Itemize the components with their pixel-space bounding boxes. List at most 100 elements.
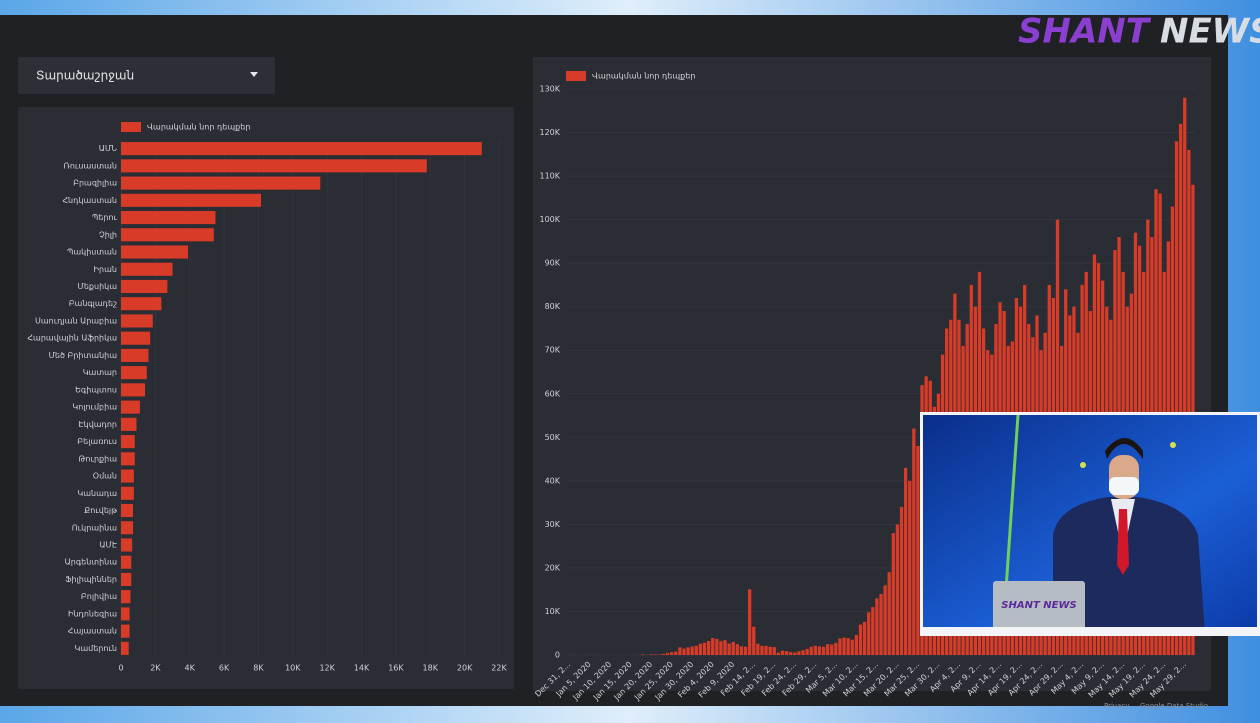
bar [846,638,850,655]
dropdown[interactable] [18,57,275,94]
bar [780,650,785,655]
bar [825,644,830,655]
bar [883,585,887,655]
y-tick-label: Չիլի [99,230,117,239]
presenter-video: SHANT NEWS [923,415,1257,633]
y-tick-label: Էկվադոր [79,420,118,429]
x-tick-label: 10K [285,664,301,673]
y-tick-label: Պերու [92,213,118,222]
chart-panel [18,107,514,689]
bar [813,645,817,655]
y-tick-label: Բելառուս [77,437,117,446]
dropdown-label[interactable]: Տարածաշրջան [36,69,134,83]
legend-swatch [121,122,141,132]
y-tick-label: 10K [545,607,561,616]
y-tick-label: 80K [545,302,561,311]
bar [891,533,895,655]
laptop [993,581,1085,633]
y-tick-label: 100K [539,215,560,224]
y-tick-label: 120K [539,128,560,137]
bar [121,262,173,276]
x-tick-label: 20K [457,664,473,673]
bar [858,624,863,655]
legend-label: Վարակման նոր դեպքեր [147,123,250,132]
y-tick-label: Ուկրաինա [72,523,117,532]
bar [121,142,482,156]
y-tick-label: Մեծ Բրիտանիա [49,351,118,360]
bar [665,653,670,655]
bar [834,642,838,655]
bar [723,640,727,655]
y-tick-label: ԱՄՆ [99,144,117,153]
y-tick-label: 60K [545,389,561,398]
bar [121,452,135,466]
video-inset: SHANT NEWS [920,412,1260,636]
y-tick-label: 70K [545,346,561,355]
y-tick-label: 0 [555,651,560,660]
bar [719,641,723,655]
y-tick-label: Պակիստան [67,248,117,257]
bar [862,621,867,655]
bar [690,646,694,655]
y-tick-label: 20K [545,563,561,572]
bar [743,646,748,655]
light-dot [1080,462,1086,468]
footer-privacy[interactable]: Privacy [1104,702,1129,710]
y-tick-label: Բանգլադեշ [69,299,117,308]
logo-brand: SHANT [1018,12,1152,52]
y-tick-label: Արգենտինա [65,558,118,567]
bar [678,647,682,655]
bar [1187,149,1191,655]
tie [1117,509,1129,575]
bar [817,646,822,655]
bar [772,647,776,655]
x-tick-label: 16K [388,664,404,673]
bar [727,643,731,655]
bar [748,589,752,655]
bar [764,645,768,655]
y-tick-label: Հայաստան [68,627,117,636]
bar [121,211,216,225]
bar [756,643,760,655]
y-tick-label: 40K [545,476,561,485]
y-tick-label: Ռուսաստան [64,161,117,170]
bar [895,524,900,655]
bar [661,653,666,655]
bar [903,467,908,655]
bar [121,435,135,449]
bar [706,640,711,655]
x-tick-label: 4K [185,664,196,673]
bar [760,645,764,655]
y-tick-label: Բոլիվիա [81,592,117,601]
y-tick-label: Կամերուն [75,644,117,653]
bar [121,193,262,207]
bar [867,612,871,655]
bar [121,383,146,397]
dropdown-caret[interactable] [250,72,258,77]
bar [830,644,834,655]
bar [653,654,657,655]
y-tick-label: Հնդկաստան [62,196,117,205]
bar [121,624,130,638]
bar [739,646,744,655]
bar [854,634,859,655]
bar [121,348,149,362]
bar [899,506,904,655]
bar [715,638,719,655]
y-tick-label: Օման [93,472,117,481]
bar [121,641,129,655]
bar [916,446,920,655]
desk [923,627,1257,633]
bar [838,638,842,655]
bar [711,638,715,655]
bar [784,651,789,655]
bar [768,646,772,655]
bar [121,469,134,483]
bar [698,643,703,655]
bar [121,538,133,552]
bar [702,642,707,655]
y-tick-label: Ինդոնեզիա [68,609,117,618]
footer-brand[interactable]: Google Data Studio [1140,702,1208,710]
y-tick-label: Իրան [94,265,117,274]
